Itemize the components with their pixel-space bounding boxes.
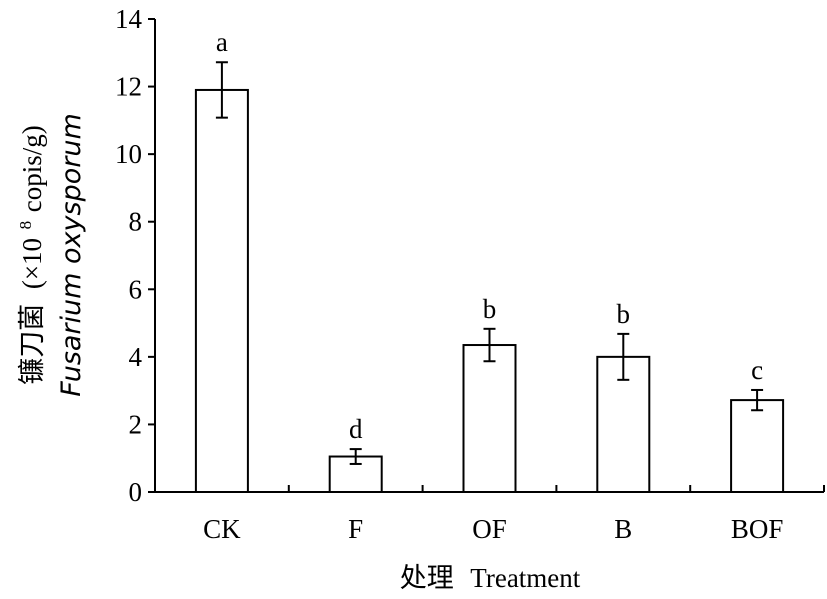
error-bars — [215, 61, 764, 465]
y-axis-ticks: 0 2 4 6 8 10 12 14 — [115, 4, 825, 507]
data-labels: a d b b c — [216, 27, 763, 444]
significance-label: b — [483, 294, 497, 324]
y-tick-label: 6 — [129, 274, 143, 304]
x-category-label: CK — [203, 514, 241, 544]
y-axis-title-cn: 镰刀菌 — [17, 304, 48, 385]
bar-of — [462, 344, 517, 493]
y-axis-title-line1: 镰刀菌 (×10 8 copis/g) — [7, 125, 48, 385]
y-axis-title-line2: Fusarium oxysporum — [56, 113, 87, 396]
y-tick-label: 8 — [129, 207, 143, 237]
y-tick-label: 0 — [129, 477, 143, 507]
x-axis-title-en: Treatment — [470, 563, 580, 593]
bars — [194, 88, 785, 493]
y-axis-title-unit-pre: (×10 — [17, 238, 47, 289]
x-axis-categories: CK F OF B BOF — [203, 514, 783, 544]
y-axis-title-unit-sup: 8 — [16, 221, 35, 230]
y-tick-label: 4 — [129, 342, 143, 372]
x-category-label: BOF — [731, 514, 784, 544]
y-tick-label: 2 — [129, 409, 143, 439]
bar-ck — [194, 88, 249, 493]
significance-label: d — [349, 414, 363, 444]
significance-label: b — [617, 299, 631, 329]
bar-bof — [730, 399, 785, 493]
x-category-label: F — [348, 514, 363, 544]
x-category-label: OF — [472, 514, 507, 544]
significance-label: c — [751, 355, 763, 385]
y-tick-label: 14 — [115, 4, 143, 34]
y-tick-label: 10 — [115, 139, 142, 169]
y-tick-label: 12 — [115, 72, 142, 102]
x-category-label: B — [614, 514, 632, 544]
x-axis-title-cn: 处理 — [400, 563, 454, 594]
significance-label: a — [216, 27, 228, 57]
y-axis-title-unit-post: copis/g) — [17, 125, 47, 212]
x-axis-title: 处理 Treatment — [400, 563, 581, 594]
